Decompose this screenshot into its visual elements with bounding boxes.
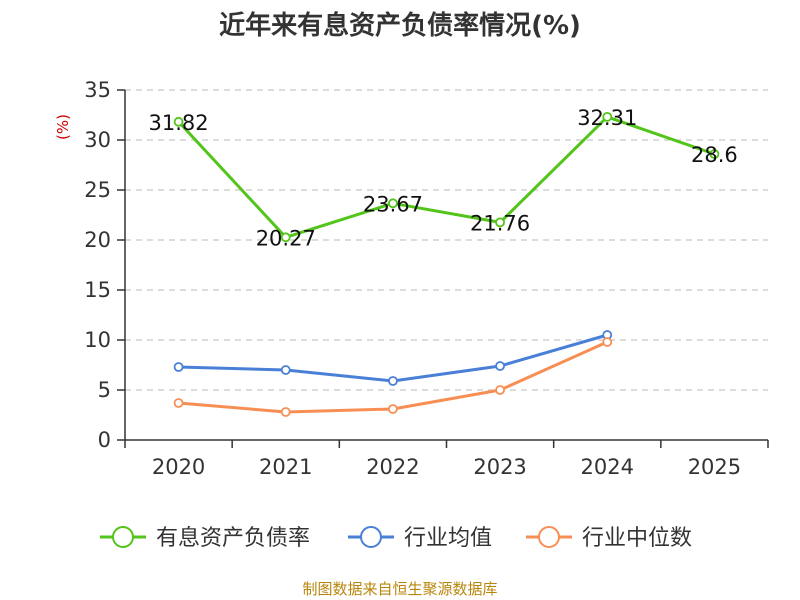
legend-item[interactable]: 行业均值 bbox=[348, 526, 492, 551]
x-tick-label: 2024 bbox=[581, 455, 634, 479]
legend-marker-icon bbox=[538, 526, 560, 548]
gridlines bbox=[125, 89, 768, 391]
data-label: 23.67 bbox=[363, 192, 423, 216]
legend[interactable]: 有息资产负债率 行业均值 行业中位数 bbox=[100, 526, 692, 551]
y-tick-label: 15 bbox=[84, 278, 111, 302]
chart-title: 近年来有息资产负债率情况(%) bbox=[219, 10, 581, 41]
series-line bbox=[178, 333, 608, 383]
data-point[interactable] bbox=[495, 385, 505, 395]
data-point[interactable] bbox=[709, 149, 720, 159]
y-tick-label: 30 bbox=[84, 128, 111, 152]
y-tick-label: 35 bbox=[84, 78, 111, 102]
data-point[interactable] bbox=[280, 407, 291, 417]
data-point[interactable] bbox=[173, 116, 184, 127]
data-point[interactable] bbox=[602, 337, 613, 347]
y-tick-label: 20 bbox=[84, 228, 111, 252]
data-point[interactable] bbox=[495, 217, 505, 228]
source-note: 制图数据来自恒生聚源数据库 bbox=[302, 580, 497, 598]
data-point[interactable] bbox=[280, 232, 291, 243]
data-point[interactable] bbox=[388, 198, 398, 209]
x-tick-label: 2021 bbox=[259, 455, 312, 479]
x-tick-label: 2022 bbox=[366, 455, 419, 479]
data-label: 20.27 bbox=[256, 226, 316, 250]
data-point[interactable] bbox=[173, 362, 184, 372]
data-point[interactable] bbox=[280, 365, 291, 375]
series-line bbox=[177, 115, 715, 239]
data-point[interactable] bbox=[388, 404, 398, 414]
data-label: 21.76 bbox=[470, 211, 530, 235]
legend-label: 行业均值 bbox=[404, 526, 492, 551]
x-tick-label: 2025 bbox=[688, 455, 741, 479]
legend-item[interactable]: 有息资产负债率 bbox=[100, 526, 310, 551]
data-label: 31.82 bbox=[149, 111, 209, 135]
legend-label: 行业中位数 bbox=[582, 526, 692, 551]
y-tick-label: 25 bbox=[84, 178, 111, 202]
data-point[interactable] bbox=[495, 361, 505, 371]
data-point[interactable] bbox=[173, 398, 184, 408]
data-label: 32.31 bbox=[577, 106, 637, 130]
legend-marker-icon bbox=[112, 526, 134, 548]
legend-item[interactable]: 行业中位数 bbox=[526, 526, 692, 551]
legend-label: 有息资产负债率 bbox=[156, 526, 310, 551]
y-axis-unit: (%) bbox=[54, 114, 72, 140]
data-labels: 31.82 20.27 23.67 21.76 32.31 28.6 bbox=[149, 106, 738, 250]
data-label: 28.6 bbox=[691, 143, 738, 167]
legend-marker-icon bbox=[360, 526, 382, 548]
y-tick-label: 0 bbox=[98, 428, 111, 452]
x-tick-label: 2023 bbox=[473, 455, 526, 479]
y-tick-label: 5 bbox=[98, 378, 111, 402]
data-point[interactable] bbox=[388, 376, 398, 386]
data-point[interactable] bbox=[602, 112, 613, 122]
y-tick-label: 10 bbox=[84, 328, 111, 352]
series-group bbox=[173, 112, 720, 417]
x-tick-label: 2020 bbox=[152, 455, 205, 479]
